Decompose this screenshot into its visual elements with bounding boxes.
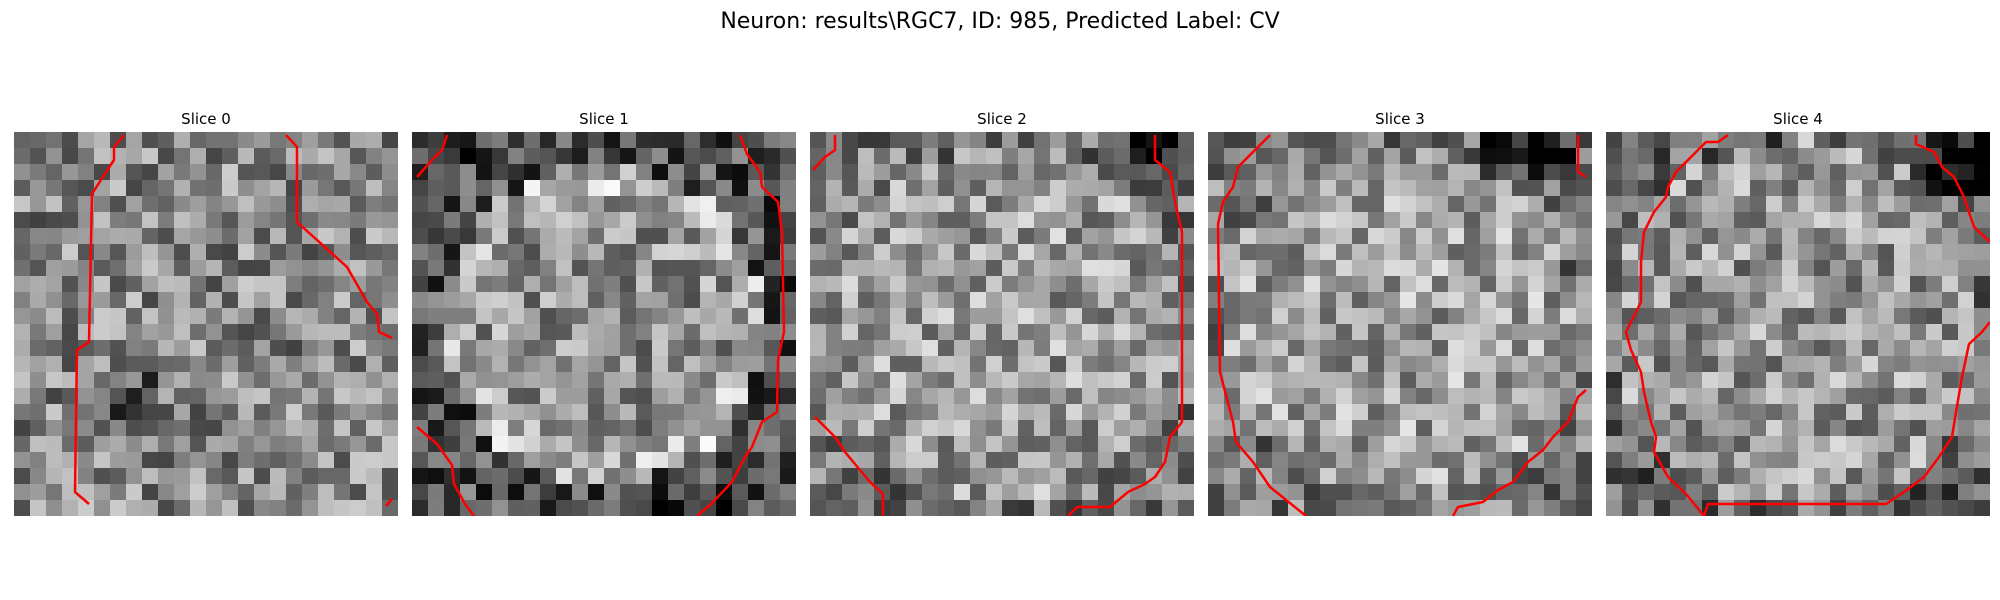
slice-image-4 xyxy=(1606,132,1990,516)
slice-panel-4: Slice 4 xyxy=(1606,110,1990,516)
contour-1 xyxy=(416,134,786,516)
contour-4 xyxy=(1624,133,1990,516)
slice-panel-0: Slice 0 xyxy=(14,110,398,516)
slice-title-0: Slice 0 xyxy=(181,110,231,128)
slice-title-2: Slice 2 xyxy=(977,110,1027,128)
slice-panel-1: Slice 1 xyxy=(412,110,796,516)
slice-panel-3: Slice 3 xyxy=(1208,110,1592,516)
slice-image-0 xyxy=(14,132,398,516)
slice-image-3 xyxy=(1208,132,1592,516)
slice-title-4: Slice 4 xyxy=(1773,110,1823,128)
figure-title: Neuron: results\RGC7, ID: 985, Predicted… xyxy=(720,9,1280,34)
slice-title-3: Slice 3 xyxy=(1375,110,1425,128)
slice-title-1: Slice 1 xyxy=(579,110,629,128)
contour-3 xyxy=(1216,134,1587,516)
slice-image-1 xyxy=(412,132,796,516)
contour-2 xyxy=(812,135,1184,516)
slice-panel-2: Slice 2 xyxy=(810,110,1194,516)
contour-0 xyxy=(73,134,393,507)
slice-image-2 xyxy=(810,132,1194,516)
